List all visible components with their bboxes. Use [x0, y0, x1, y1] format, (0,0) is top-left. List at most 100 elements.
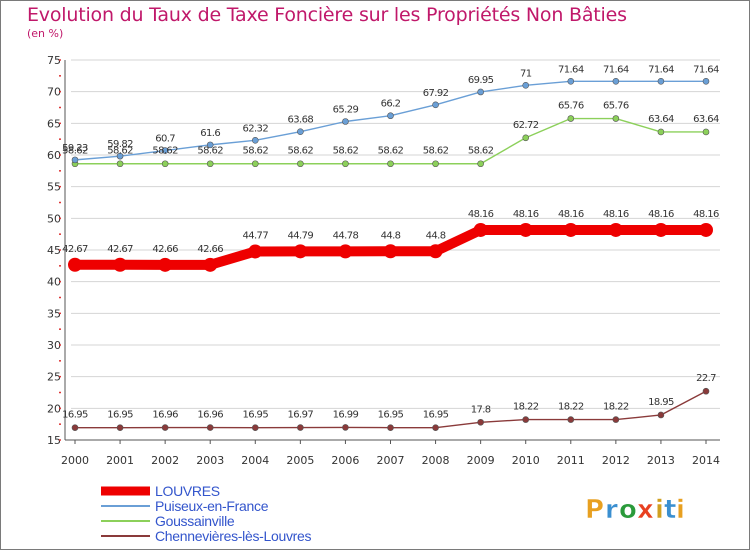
y-tick-label: 40	[47, 276, 61, 289]
x-tick-label: 2001	[106, 454, 134, 467]
data-label: 16.95	[423, 410, 449, 421]
data-point	[432, 160, 439, 168]
x-tick-label: 2010	[512, 454, 540, 467]
x-tick-label: 2006	[331, 454, 359, 467]
data-point	[522, 416, 530, 423]
data-label: 22.7	[696, 373, 716, 384]
x-tick-label: 2007	[377, 454, 405, 467]
data-label: 18.22	[513, 402, 539, 413]
x-tick-label: 2009	[467, 454, 495, 467]
data-label: 58.62	[107, 146, 133, 157]
x-tick-label: 2011	[557, 454, 585, 467]
data-label: 42.66	[152, 244, 178, 255]
x-tick-label: 2004	[241, 454, 269, 467]
data-point	[161, 147, 169, 154]
data-point	[653, 222, 668, 237]
x-tick-label: 2013	[647, 454, 675, 467]
y-tick-label: 75	[47, 54, 61, 67]
data-point	[657, 77, 665, 85]
data-label: 18.22	[603, 402, 629, 413]
data-label: 71.64	[558, 64, 584, 75]
data-point	[251, 137, 259, 144]
data-labels: 42.67 42.67 42.66 42.66 44.77 44.79 44.78 44.8 4…	[62, 64, 719, 420]
logo-letter: o	[619, 495, 637, 525]
data-point	[702, 77, 710, 85]
data-point	[71, 156, 79, 164]
chart-unit-label: (en %)	[27, 27, 64, 40]
data-point	[657, 411, 665, 419]
data-point	[161, 424, 169, 431]
logo-letter: i	[655, 495, 664, 525]
data-label: 66.2	[381, 99, 401, 110]
data-point	[116, 152, 124, 160]
data-label: 42.67	[62, 244, 88, 255]
data-label: 48.16	[558, 209, 584, 220]
logo-letter: x	[637, 495, 654, 525]
y-tick-label: 60	[47, 149, 61, 162]
series-group	[68, 77, 713, 431]
logo-letter: r	[605, 495, 618, 525]
data-point	[71, 424, 79, 431]
data-point	[612, 115, 620, 122]
data-point	[342, 160, 349, 168]
data-label: 71.64	[648, 64, 674, 75]
data-point	[699, 222, 713, 237]
data-label: 16.95	[242, 410, 268, 421]
data-label: 16.96	[152, 410, 178, 421]
data-point	[342, 118, 349, 125]
data-point	[206, 141, 214, 149]
x-tick-label: 2005	[286, 454, 314, 467]
data-label: 44.78	[333, 230, 359, 241]
data-label: 59.23	[62, 143, 88, 154]
legend-label: Goussainville	[155, 513, 235, 529]
data-point	[432, 424, 439, 431]
y-tick-label: 35	[47, 307, 61, 320]
data-point	[203, 257, 218, 272]
data-label: 18.95	[648, 397, 674, 408]
x-tick-label: 2014	[692, 454, 720, 467]
data-label: 42.67	[107, 244, 133, 255]
y-tick-label: 25	[47, 371, 61, 384]
data-point	[522, 82, 530, 89]
data-label: 48.16	[693, 209, 719, 220]
grid	[71, 59, 720, 441]
x-tick-label: 2003	[196, 454, 224, 467]
data-point	[477, 88, 484, 96]
y-tick-label: 55	[47, 181, 61, 194]
data-point	[612, 416, 620, 423]
data-point	[387, 160, 394, 168]
data-point	[251, 424, 259, 431]
data-label: 58.62	[197, 146, 223, 157]
data-label: 60.7	[155, 134, 175, 145]
data-label: 17.8	[471, 404, 491, 415]
data-point	[387, 424, 394, 431]
data-point	[608, 222, 623, 237]
x-tick-label: 2002	[151, 454, 179, 467]
data-label: 71	[520, 68, 532, 79]
logo-letter: P	[585, 495, 604, 525]
data-point	[563, 222, 578, 237]
data-label: 59.82	[107, 139, 133, 150]
data-label: 44.8	[426, 230, 446, 241]
data-point	[518, 222, 533, 237]
data-label: 16.95	[378, 410, 404, 421]
data-label: 63.64	[648, 114, 674, 125]
legend-label: Puiseux-en-France	[155, 498, 269, 514]
data-label: 65.29	[333, 104, 359, 115]
data-point	[297, 128, 304, 135]
x-tick-label: 2008	[422, 454, 450, 467]
data-point	[248, 244, 263, 259]
data-label: 16.97	[288, 410, 314, 421]
data-label: 48.16	[603, 209, 629, 220]
data-point	[383, 244, 398, 259]
data-label: 16.99	[333, 409, 359, 420]
data-label: 42.66	[197, 244, 223, 255]
data-point	[567, 416, 575, 423]
data-point	[158, 257, 173, 272]
x-tick-label: 2000	[61, 454, 89, 467]
data-label: 48.16	[513, 209, 539, 220]
data-label: 44.79	[288, 230, 314, 241]
data-point	[657, 128, 665, 136]
data-point	[473, 222, 488, 237]
